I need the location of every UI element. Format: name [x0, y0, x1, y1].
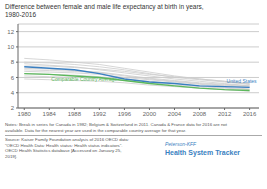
svg-text:United States: United States — [227, 78, 258, 84]
svg-text:1988: 1988 — [68, 111, 82, 117]
svg-text:2000: 2000 — [143, 111, 157, 117]
svg-text:8: 8 — [11, 59, 15, 65]
svg-text:1996: 1996 — [118, 111, 132, 117]
svg-text:2008: 2008 — [193, 111, 207, 117]
svg-text:10: 10 — [8, 44, 15, 50]
svg-text:2004: 2004 — [168, 111, 182, 117]
html-text:Difference between female and: Difference between female and male life … — [5, 3, 204, 18]
svg-text:12: 12 — [8, 29, 15, 35]
svg-text:Comparable Country Average: Comparable Country Average — [51, 76, 117, 82]
html-text:Source: Kaiser Family Foundati: Source: Kaiser Family Foundation analysi… — [5, 137, 129, 159]
svg-text:4: 4 — [11, 90, 15, 96]
html-text:Health System Tracker: Health System Tracker — [165, 149, 241, 156]
html-text:Peterson-KFF: Peterson-KFF — [165, 141, 197, 147]
html-text:Notes: Break in series for Can: Notes: Break in series for Canada in 198… — [5, 122, 227, 133]
svg-text:2016: 2016 — [243, 111, 257, 117]
svg-text:6: 6 — [11, 75, 15, 81]
svg-text:2: 2 — [11, 105, 15, 111]
svg-text:1984: 1984 — [43, 111, 57, 117]
svg-text:1992: 1992 — [93, 111, 107, 117]
svg-text:2012: 2012 — [218, 111, 232, 117]
svg-text:1980: 1980 — [18, 111, 32, 117]
